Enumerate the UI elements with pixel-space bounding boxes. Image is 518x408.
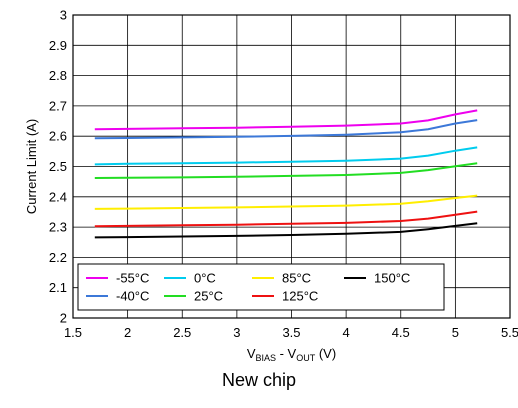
y-tick-label: 2.6 bbox=[49, 129, 67, 144]
legend-box bbox=[77, 263, 445, 311]
x-tick-label: 4 bbox=[343, 325, 350, 340]
series-line-25°C bbox=[94, 162, 478, 179]
legend-label-25°C: 25°C bbox=[194, 289, 223, 304]
x-tick-label: 3 bbox=[233, 325, 240, 340]
y-tick-label: 2.9 bbox=[49, 38, 67, 53]
legend-label--40°C: -40°C bbox=[116, 289, 149, 304]
legend-label-0°C: 0°C bbox=[194, 271, 216, 286]
legend-label-125°C: 125°C bbox=[282, 289, 318, 304]
x-tick-label: 5.5 bbox=[501, 325, 518, 340]
y-tick-label: 2.4 bbox=[49, 189, 67, 204]
series-line--55°C bbox=[94, 109, 478, 131]
x-tick-label: 4.5 bbox=[392, 325, 410, 340]
series-line-125°C bbox=[94, 210, 478, 228]
plot-frame bbox=[72, 14, 511, 319]
y-tick-label: 2.5 bbox=[49, 159, 67, 174]
y-axis-label: Current Limit (A) bbox=[24, 119, 39, 214]
y-tick-label: 2.7 bbox=[49, 98, 67, 113]
legend-label--55°C: -55°C bbox=[116, 271, 149, 286]
legend-label-85°C: 85°C bbox=[282, 271, 311, 286]
x-axis-label: VBIAS - VOUT (V) bbox=[247, 346, 336, 363]
series-line-150°C bbox=[94, 222, 478, 239]
x-tick-label: 5 bbox=[452, 325, 459, 340]
y-tick-label: 2.8 bbox=[49, 68, 67, 83]
x-tick-label: 3.5 bbox=[282, 325, 300, 340]
y-tick-label: 2 bbox=[60, 311, 67, 326]
x-tick-label: 2.5 bbox=[173, 325, 191, 340]
current-limit-chart: 1.5 2 2.5 3 3.5 4 4.5 5 5.522.12.22.32.42.52.62.… bbox=[24, 8, 518, 364]
y-tick-label: 3 bbox=[60, 8, 67, 23]
legend-label-150°C: 150°C bbox=[374, 271, 410, 286]
y-tick-label: 2.1 bbox=[49, 280, 67, 295]
series-line-0°C bbox=[94, 146, 478, 166]
series-line-85°C bbox=[94, 194, 478, 210]
x-tick-label: 1.5 bbox=[64, 325, 82, 340]
y-tick-label: 2.3 bbox=[49, 220, 67, 235]
x-tick-label: 2 bbox=[124, 325, 131, 340]
y-tick-label: 2.2 bbox=[49, 250, 67, 265]
chart-caption: New chip bbox=[221, 370, 297, 390]
series-line--40°C bbox=[94, 119, 478, 140]
